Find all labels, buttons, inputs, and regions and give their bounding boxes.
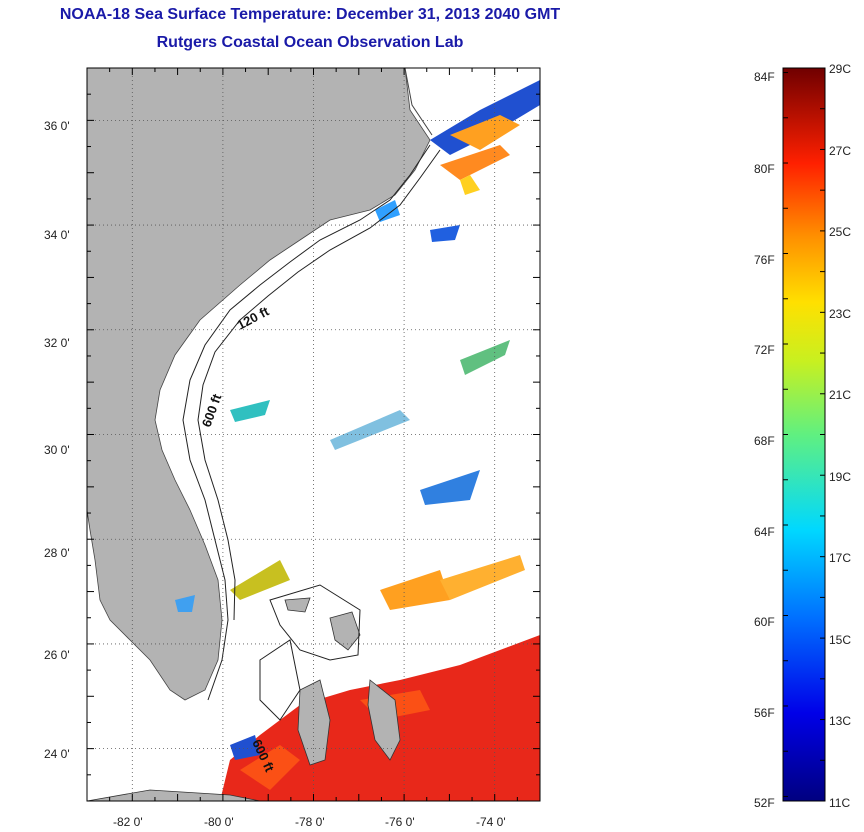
land-mainland [87,68,431,701]
lat-tick-label: 34 0' [44,228,70,242]
colorbar-label-c: 25C [829,225,851,239]
lon-tick-label: -80 0' [204,815,234,829]
lon-tick-labels: -82 0' -80 0' -78 0' -76 0' -74 0' [113,815,506,829]
lat-tick-labels: 36 0' 34 0' 32 0' 30 0' 28 0' 26 0' 24 0… [44,119,70,761]
lat-tick-label: 36 0' [44,119,70,133]
colorbar-label-c: 27C [829,144,851,158]
contour-600ft-bahamas [259,584,361,721]
colorbar-label-c: 15C [829,633,851,647]
chart-subtitle: Rutgers Coastal Ocean Observation Lab [156,34,464,51]
lon-tick-label: -76 0' [385,815,415,829]
lat-tick-label: 30 0' [44,443,70,457]
sst-patches [175,80,540,760]
colorbar-label-c: 13C [829,714,851,728]
lat-tick-label: 26 0' [44,648,70,662]
colorbar-label-f: 80F [754,162,775,176]
lat-tick-label: 24 0' [44,747,70,761]
colorbar-label-f: 64F [754,525,775,539]
colorbar-label-f: 56F [754,706,775,720]
land-bahamas [284,597,401,766]
lon-tick-label: -74 0' [476,815,506,829]
colorbar [782,67,826,802]
colorbar-label-f: 76F [754,253,775,267]
colorbar-label-c: 11C [829,796,850,810]
contour-120ft [182,144,431,701]
colorbar-label-c: 17C [829,551,851,565]
colorbar-label-c: 19C [829,470,851,484]
lon-tick-label: -78 0' [295,815,325,829]
lat-tick-label: 32 0' [44,336,70,350]
colorbar-ticks [783,67,825,802]
colorbar-label-c: 23C [829,307,851,321]
colorbar-label-f: 52F [754,796,775,810]
lon-tick-label: -82 0' [113,815,143,829]
colorbar-label-f: 68F [754,434,775,448]
axis-ticks [86,67,541,802]
chart-title: NOAA-18 Sea Surface Temperature: Decembe… [59,6,561,23]
land-cuba [87,789,261,801]
colorbar-c-labels: 29C 27C 25C 23C 21C 19C 17C 15C 13C 11C [829,62,851,810]
colorbar-label-c: 29C [829,62,851,76]
colorbar-f-labels: 84F 80F 76F 72F 68F 64F 60F 56F 52F [754,70,775,810]
outer-banks [404,68,433,136]
colorbar-label-f: 60F [754,615,775,629]
lat-tick-label: 28 0' [44,546,70,560]
colorbar-label-f: 72F [754,343,775,357]
colorbar-label-c: 21C [829,388,851,402]
colorbar-label-f: 84F [754,70,775,84]
